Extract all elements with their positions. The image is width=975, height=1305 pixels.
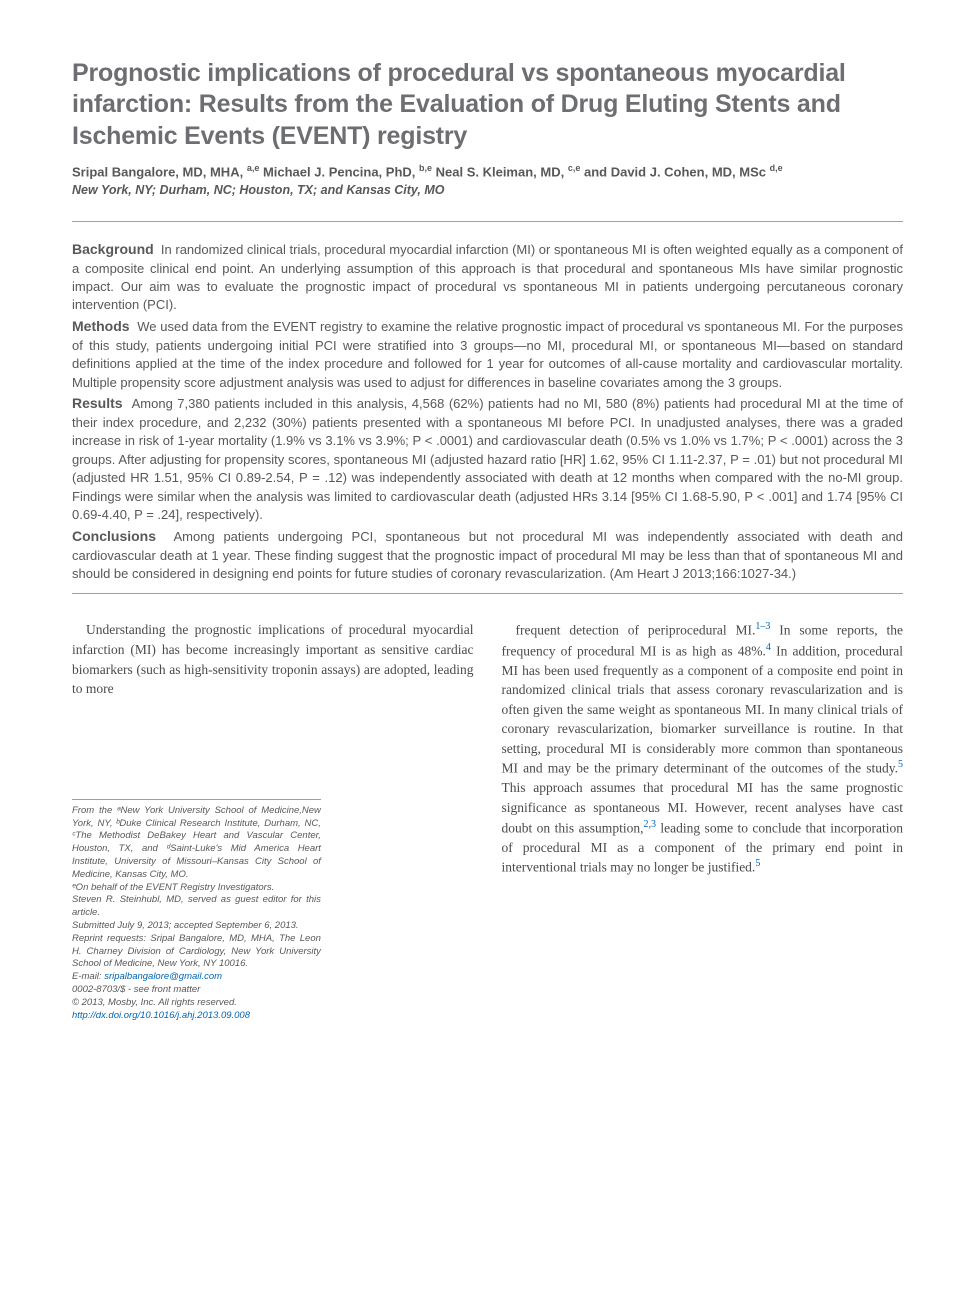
divider-bottom bbox=[72, 593, 903, 594]
body-right-column: frequent detection of periprocedural MI.… bbox=[502, 620, 904, 1022]
footnote-editor: Steven R. Steinhubl, MD, served as guest… bbox=[72, 894, 321, 920]
abstract-results: Results Among 7,380 patients included in… bbox=[72, 394, 903, 525]
abstract-label: Methods bbox=[72, 318, 130, 334]
abstract-label: Conclusions bbox=[72, 528, 156, 544]
abstract-text: Among patients undergoing PCI, spontaneo… bbox=[72, 529, 903, 581]
citation-ref[interactable]: 4 bbox=[766, 642, 771, 653]
body-paragraph: Understanding the prognostic implication… bbox=[72, 620, 474, 698]
abstract-label: Background bbox=[72, 241, 154, 257]
email-link[interactable]: sripalbangalore@gmail.com bbox=[104, 971, 222, 982]
affiliation-cities: New York, NY; Durham, NC; Houston, TX; a… bbox=[72, 183, 903, 197]
footnote-affiliations: From the ᵃNew York University School of … bbox=[72, 805, 321, 882]
abstract-conclusions: Conclusions Among patients undergoing PC… bbox=[72, 527, 903, 584]
author-list: Sripal Bangalore, MD, MHA, a,e Michael J… bbox=[72, 162, 903, 181]
citation-ref[interactable]: 2,3 bbox=[643, 819, 656, 830]
footnote-reprint: Reprint requests: Sripal Bangalore, MD, … bbox=[72, 933, 321, 971]
abstract-methods: Methods We used data from the EVENT regi… bbox=[72, 317, 903, 392]
abstract-background: Background In randomized clinical trials… bbox=[72, 240, 903, 315]
body-paragraph: frequent detection of periprocedural MI.… bbox=[502, 620, 904, 877]
citation-ref[interactable]: 1–3 bbox=[755, 621, 770, 632]
doi-link[interactable]: http://dx.doi.org/10.1016/j.ahj.2013.09.… bbox=[72, 1010, 321, 1023]
body-columns: Understanding the prognostic implication… bbox=[72, 620, 903, 1022]
footnote-email: E-mail: sripalbangalore@gmail.com bbox=[72, 971, 321, 984]
citation-ref[interactable]: 5 bbox=[898, 759, 903, 770]
abstract-text: We used data from the EVENT registry to … bbox=[72, 319, 903, 390]
abstract-label: Results bbox=[72, 395, 123, 411]
divider-top bbox=[72, 221, 903, 222]
article-title: Prognostic implications of procedural vs… bbox=[72, 58, 903, 152]
abstract-text: Among 7,380 patients included in this an… bbox=[72, 396, 903, 522]
footnote-submitted: Submitted July 9, 2013; accepted Septemb… bbox=[72, 920, 321, 933]
footnote-copyright: © 2013, Mosby, Inc. All rights reserved. bbox=[72, 997, 321, 1010]
body-left-column: Understanding the prognostic implication… bbox=[72, 620, 474, 1022]
citation-ref[interactable]: 5 bbox=[755, 858, 760, 869]
footnotes-block: From the ᵃNew York University School of … bbox=[72, 799, 321, 1023]
abstract-block: Background In randomized clinical trials… bbox=[72, 240, 903, 584]
abstract-text: In randomized clinical trials, procedura… bbox=[72, 242, 903, 313]
footnote-behalf: ᵉOn behalf of the EVENT Registry Investi… bbox=[72, 882, 321, 895]
footnote-issn: 0002-8703/$ - see front matter bbox=[72, 984, 321, 997]
